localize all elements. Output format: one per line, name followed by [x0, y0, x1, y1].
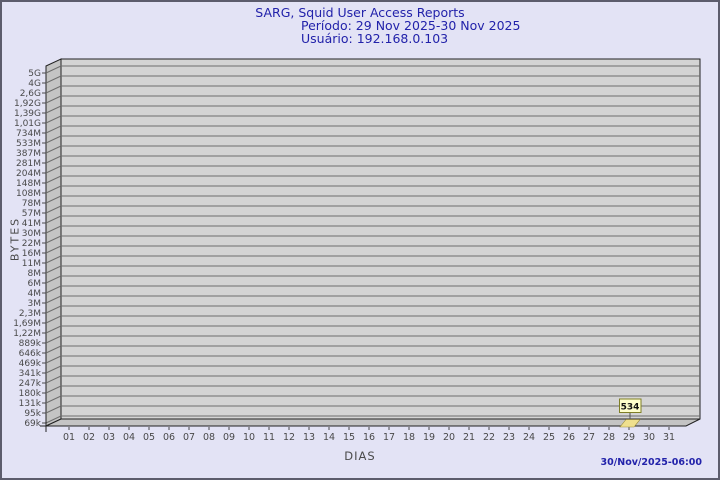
svg-text:41M: 41M	[22, 219, 41, 229]
svg-text:4M: 4M	[28, 289, 42, 299]
svg-text:69k: 69k	[24, 419, 41, 429]
svg-text:12: 12	[283, 432, 295, 443]
y-axis-tick-labels: 5G4G2,6G1,92G1,39G1,01G734M533M387M281M2…	[13, 69, 42, 429]
svg-text:281M: 281M	[16, 159, 41, 169]
chart-walls	[45, 58, 701, 427]
svg-text:1,22M: 1,22M	[13, 329, 41, 339]
svg-text:204M: 204M	[16, 169, 41, 179]
bar-value-callout: 534	[619, 398, 642, 419]
svg-text:148M: 148M	[16, 179, 41, 189]
svg-text:1,92G: 1,92G	[14, 99, 41, 109]
svg-text:07: 07	[183, 432, 195, 443]
svg-text:20: 20	[443, 432, 455, 443]
svg-text:180k: 180k	[19, 389, 42, 399]
svg-text:2,3M: 2,3M	[19, 309, 41, 319]
svg-text:469k: 469k	[19, 359, 42, 369]
svg-text:23: 23	[503, 432, 515, 443]
svg-text:533M: 533M	[16, 139, 41, 149]
svg-text:131k: 131k	[19, 399, 42, 409]
svg-text:17: 17	[383, 432, 395, 443]
svg-text:8M: 8M	[28, 269, 42, 279]
svg-text:08: 08	[203, 432, 215, 443]
svg-text:2,6G: 2,6G	[20, 89, 41, 99]
x-axis-title: DIAS	[344, 449, 376, 463]
svg-text:387M: 387M	[16, 149, 41, 159]
svg-text:3M: 3M	[28, 299, 42, 309]
svg-text:01: 01	[63, 432, 75, 443]
svg-text:22M: 22M	[22, 239, 41, 249]
svg-text:15: 15	[343, 432, 355, 443]
svg-text:19: 19	[423, 432, 435, 443]
svg-text:04: 04	[123, 432, 135, 443]
svg-text:6M: 6M	[28, 279, 42, 289]
svg-text:1,01G: 1,01G	[14, 119, 41, 129]
gridlines	[42, 65, 700, 424]
svg-text:11: 11	[263, 432, 275, 443]
svg-text:16M: 16M	[22, 249, 41, 259]
svg-text:27: 27	[583, 432, 595, 443]
generated-timestamp: 30/Nov/2025-06:00	[600, 457, 702, 468]
svg-text:25: 25	[543, 432, 555, 443]
svg-text:11M: 11M	[22, 259, 41, 269]
svg-text:1,39G: 1,39G	[14, 109, 41, 119]
svg-text:1,69M: 1,69M	[13, 319, 41, 329]
svg-text:05: 05	[143, 432, 155, 443]
svg-text:534: 534	[621, 403, 640, 413]
svg-text:03: 03	[103, 432, 115, 443]
svg-text:29: 29	[623, 432, 635, 443]
axis-origin	[40, 420, 52, 432]
svg-text:30M: 30M	[22, 229, 41, 239]
chart-title: SARG, Squid User Access Reports	[255, 5, 465, 20]
svg-text:18: 18	[403, 432, 415, 443]
svg-text:02: 02	[83, 432, 95, 443]
svg-text:10: 10	[243, 432, 255, 443]
svg-text:31: 31	[663, 432, 675, 443]
bar-day-29	[619, 419, 641, 428]
svg-text:06: 06	[163, 432, 175, 443]
svg-text:4G: 4G	[28, 79, 41, 89]
svg-text:09: 09	[223, 432, 235, 443]
svg-text:247k: 247k	[19, 379, 42, 389]
svg-text:28: 28	[603, 432, 615, 443]
svg-text:26: 26	[563, 432, 575, 443]
svg-text:22: 22	[483, 432, 495, 443]
svg-text:734M: 734M	[16, 129, 41, 139]
x-axis-tick-labels: 01 02 03 04 05 06 07 08 09 10 11 12 13 14 15 16 17 18 19 20…	[63, 427, 675, 443]
chart-subtitle-period: Período: 29 Nov 2025-30 Nov 2025	[301, 18, 521, 33]
svg-text:341k: 341k	[19, 369, 42, 379]
chart-subtitle-user: Usuário: 192.168.0.103	[301, 31, 449, 46]
svg-text:889k: 889k	[19, 339, 42, 349]
svg-text:646k: 646k	[19, 349, 42, 359]
svg-text:95k: 95k	[24, 409, 41, 419]
svg-text:24: 24	[523, 432, 535, 443]
svg-text:57M: 57M	[22, 209, 41, 219]
svg-text:21: 21	[463, 432, 475, 443]
svg-text:14: 14	[323, 432, 335, 443]
svg-text:108M: 108M	[16, 189, 41, 199]
svg-text:78M: 78M	[22, 199, 41, 209]
svg-text:30: 30	[643, 432, 655, 443]
svg-text:16: 16	[363, 432, 375, 443]
svg-text:5G: 5G	[28, 69, 41, 79]
svg-text:13: 13	[303, 432, 315, 443]
